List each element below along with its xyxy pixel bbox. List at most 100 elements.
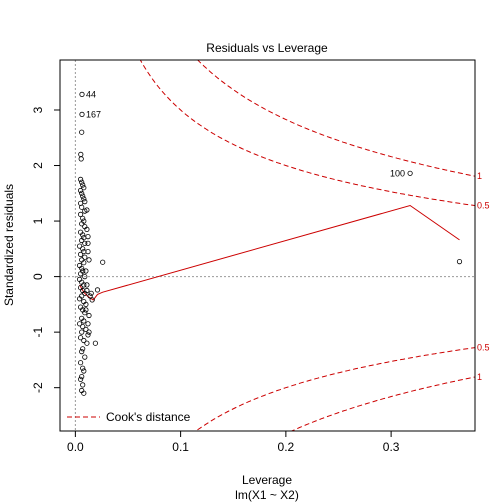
data-point (81, 260, 87, 266)
data-point (81, 390, 87, 396)
data-point (82, 354, 88, 360)
data-points (77, 91, 463, 396)
data-point (82, 240, 88, 246)
reference-lines (60, 60, 475, 431)
data-point (88, 290, 94, 296)
point-label: 167 (86, 109, 101, 119)
data-point (84, 226, 90, 232)
data-point (79, 111, 85, 118)
y-tick-label: 2 (31, 162, 45, 169)
data-point (86, 329, 92, 335)
data-point (456, 258, 463, 265)
data-point (81, 337, 87, 344)
cook-contour-label: 0.5 (477, 201, 490, 211)
data-point (81, 282, 87, 288)
legend-label: Cook's distance (106, 410, 191, 424)
data-point (85, 249, 91, 255)
data-point (85, 234, 91, 240)
x-tick-label: 0.2 (278, 440, 295, 454)
smooth-line (79, 204, 460, 301)
data-point (79, 221, 85, 227)
data-point (78, 335, 84, 341)
y-tick-label: 0 (31, 273, 45, 280)
data-point (78, 211, 84, 217)
smooth-curve (79, 204, 460, 301)
data-point (80, 215, 86, 221)
data-point (79, 329, 85, 335)
cook-contour (139, 60, 475, 207)
data-point (78, 251, 84, 257)
data-point (80, 382, 86, 388)
data-point (83, 301, 89, 307)
data-point (77, 296, 83, 302)
y-tick-label: 3 (31, 106, 45, 113)
point-label: 100 (390, 168, 405, 178)
data-point (84, 287, 90, 294)
legend: Cook's distance (67, 410, 191, 424)
cook-contour-label: 1 (477, 171, 482, 181)
data-point (81, 196, 87, 202)
data-point (89, 297, 95, 303)
data-point (82, 273, 88, 280)
data-point (86, 257, 92, 263)
data-point (81, 318, 87, 324)
x-axis-sublabel: lm(X1 ~ X2) (235, 488, 299, 502)
data-point (79, 265, 85, 271)
data-point (80, 182, 86, 188)
data-point (83, 326, 89, 332)
data-point (80, 365, 86, 371)
x-tick-label: 0.3 (383, 440, 400, 454)
data-point (81, 185, 87, 191)
data-point (78, 176, 84, 182)
data-point (80, 246, 86, 252)
y-tick-label: -2 (31, 382, 45, 393)
data-point (92, 340, 99, 346)
y-axis-label: Standardized residuals (2, 184, 16, 306)
data-point (78, 151, 84, 157)
data-point (79, 237, 85, 244)
data-point (77, 321, 83, 327)
data-point (83, 307, 89, 313)
data-point (79, 373, 85, 380)
data-point (79, 348, 85, 355)
cook-contour-label: 0.5 (477, 343, 490, 353)
data-point (77, 243, 83, 249)
cook-contour (196, 60, 475, 177)
chart-title: Residuals vs Leverage (206, 41, 328, 55)
x-tick-label: 0.1 (172, 440, 189, 454)
data-point (78, 187, 84, 194)
data-point (78, 376, 84, 382)
data-point (407, 170, 413, 176)
cook-contour-label: 1 (477, 372, 482, 382)
data-point (85, 240, 91, 246)
data-point (82, 254, 88, 260)
data-point (94, 287, 101, 293)
data-point (83, 268, 89, 274)
point-labels: 44 167 100 (86, 89, 405, 178)
point-label: 44 (86, 89, 96, 99)
data-point (80, 323, 86, 330)
data-point (79, 129, 85, 135)
x-axis-label: Leverage (242, 473, 292, 487)
x-axis: 0.0 0.1 0.2 0.3 (67, 430, 400, 454)
data-point (78, 271, 84, 277)
data-point (84, 207, 90, 213)
x-tick-label: 0.0 (67, 440, 84, 454)
data-point (82, 199, 88, 205)
data-point (81, 368, 87, 374)
data-point (84, 340, 90, 346)
data-point (85, 321, 91, 327)
cook-contour (195, 347, 475, 431)
data-point (79, 190, 85, 196)
data-point (80, 232, 86, 238)
data-point (80, 346, 86, 352)
cook-contour-labels: 1 0.5 0.5 1 (477, 171, 490, 382)
data-point (80, 193, 86, 199)
y-tick-label: -1 (31, 326, 45, 337)
data-point (79, 91, 85, 98)
data-point (82, 310, 88, 316)
data-point (79, 179, 85, 185)
data-point (85, 332, 91, 338)
data-point (87, 293, 93, 299)
